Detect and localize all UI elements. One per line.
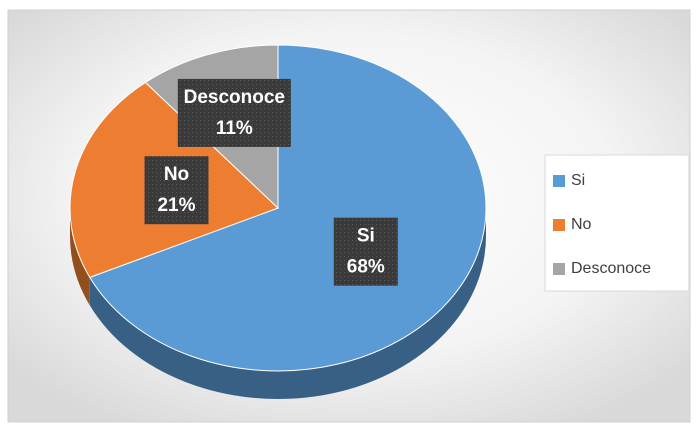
- data-label-category: Desconoce: [184, 87, 285, 108]
- slice: [89, 44, 487, 372]
- data-label-box: [177, 78, 291, 147]
- legend-label: Si: [571, 172, 585, 189]
- pie: Si 68% No 21% Desconoce 11%: [69, 44, 487, 399]
- data-label-box: [333, 217, 398, 286]
- legend-label: Desconoce: [571, 260, 651, 277]
- slice-side: [89, 208, 487, 399]
- legend-swatch: [553, 263, 565, 275]
- data-label-box: [144, 156, 209, 225]
- data-label-category: Si: [357, 226, 375, 247]
- legend: [544, 154, 690, 292]
- data-label-value: 68%: [347, 257, 385, 278]
- data-label-value: 21%: [157, 195, 195, 216]
- legend-swatch: [553, 175, 565, 187]
- data-label-value: 11%: [216, 118, 253, 139]
- legend-swatch: [553, 219, 565, 231]
- legend-label: No: [571, 216, 592, 233]
- data-label-category: No: [164, 164, 189, 185]
- slice-side: [70, 208, 90, 306]
